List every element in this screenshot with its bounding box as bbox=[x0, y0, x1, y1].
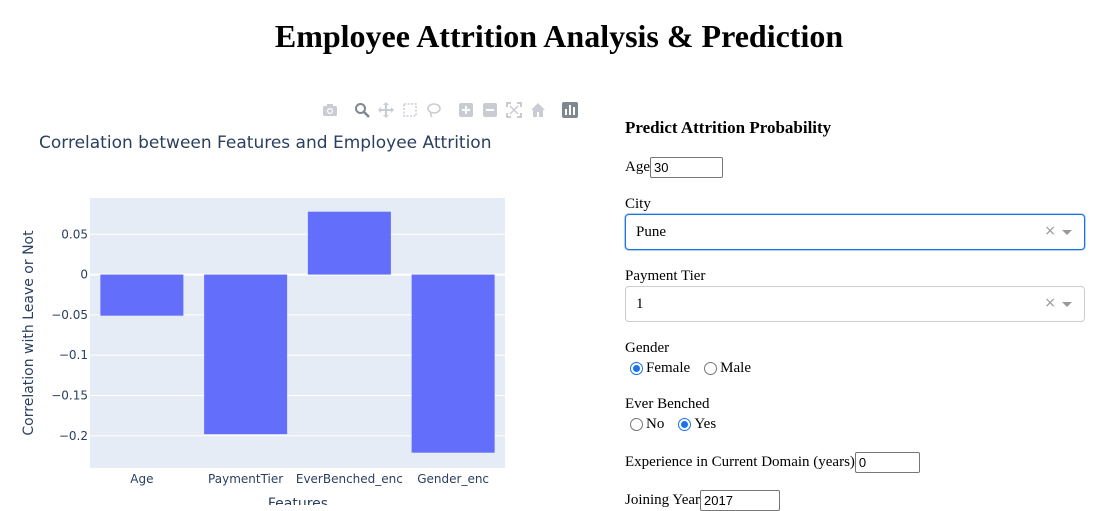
payment-tier-dropdown[interactable]: 1 × bbox=[625, 286, 1085, 322]
payment-tier-label-row: Payment Tier bbox=[625, 268, 705, 285]
payment-tier-clear-icon[interactable]: × bbox=[1044, 295, 1056, 311]
box-select-icon[interactable] bbox=[400, 100, 420, 120]
correlation-bar-chart: Correlation between Features and Employe… bbox=[21, 133, 505, 505]
gender-label: Gender bbox=[625, 340, 670, 356]
joining-year-label: Joining Year bbox=[625, 492, 701, 508]
experience-label: Experience in Current Domain (years) bbox=[625, 454, 855, 470]
zoom-out-icon[interactable] bbox=[480, 100, 500, 120]
y-tick-label: −0.15 bbox=[51, 388, 88, 402]
joining-year-row: Joining Year bbox=[625, 490, 781, 511]
bar-everbenched-enc[interactable] bbox=[307, 211, 391, 275]
gender-radio-group: Female Male bbox=[630, 360, 765, 377]
camera-icon[interactable] bbox=[320, 100, 340, 120]
bar-paymenttier[interactable] bbox=[204, 274, 288, 435]
ever-benched-yes-label[interactable]: Yes bbox=[694, 416, 717, 432]
y-axis-title: Correlation with Leave or Not bbox=[21, 230, 37, 436]
city-dropdown[interactable]: Pune × bbox=[625, 214, 1085, 250]
payment-tier-chevron-down-icon[interactable] bbox=[1062, 302, 1072, 307]
chart-modebar bbox=[320, 100, 584, 120]
zoom-in-icon[interactable] bbox=[456, 100, 476, 120]
city-label-row: City bbox=[625, 196, 651, 213]
age-row: Age bbox=[625, 157, 723, 178]
payment-tier-selected-value: 1 bbox=[636, 295, 644, 312]
ever-benched-label-row: Ever Benched bbox=[625, 396, 710, 413]
y-tick-label: −0.05 bbox=[51, 308, 88, 322]
reset-axes-icon[interactable] bbox=[528, 100, 548, 120]
y-tick-label: −0.1 bbox=[59, 348, 88, 362]
form-heading: Predict Attrition Probability bbox=[625, 118, 832, 137]
bar-age[interactable] bbox=[100, 274, 184, 316]
plotly-logo-icon[interactable] bbox=[560, 100, 580, 120]
y-tick-label: 0.05 bbox=[61, 227, 88, 241]
city-chevron-down-icon[interactable] bbox=[1062, 230, 1072, 235]
age-input[interactable] bbox=[650, 157, 723, 178]
experience-row: Experience in Current Domain (years) bbox=[625, 452, 920, 473]
gender-male-radio[interactable] bbox=[704, 362, 718, 375]
pan-icon[interactable] bbox=[376, 100, 396, 120]
city-label: City bbox=[625, 196, 651, 212]
gender-female-radio[interactable] bbox=[630, 362, 643, 375]
zoom-icon[interactable] bbox=[352, 100, 372, 120]
ever-benched-no-label[interactable]: No bbox=[646, 416, 665, 432]
experience-input[interactable] bbox=[854, 452, 920, 473]
x-tick-label: Age bbox=[130, 472, 153, 486]
x-tick-label: Gender_enc bbox=[417, 472, 489, 486]
y-axis-ticks: 0.05 0 −0.05 −0.1 −0.15 −0.2 bbox=[51, 227, 88, 442]
gender-female-label[interactable]: Female bbox=[646, 360, 691, 376]
city-clear-icon[interactable]: × bbox=[1044, 223, 1056, 239]
age-label: Age bbox=[625, 159, 650, 175]
y-tick-label: −0.2 bbox=[59, 429, 88, 443]
lasso-select-icon[interactable] bbox=[424, 100, 444, 120]
x-axis-title: Features bbox=[268, 496, 328, 505]
y-tick-label: 0 bbox=[80, 268, 88, 282]
x-tick-label: EverBenched_enc bbox=[296, 472, 403, 486]
ever-benched-label: Ever Benched bbox=[625, 396, 710, 412]
bars bbox=[100, 211, 495, 453]
x-axis-ticks: Age PaymentTier EverBenched_enc Gender_enc bbox=[130, 472, 489, 486]
joining-year-input[interactable] bbox=[700, 490, 781, 511]
payment-tier-label: Payment Tier bbox=[625, 268, 706, 284]
city-selected-value: Pune bbox=[636, 223, 666, 240]
page-title: Employee Attrition Analysis & Prediction bbox=[274, 18, 844, 54]
autoscale-icon[interactable] bbox=[504, 100, 524, 120]
ever-benched-radio-group: No Yes bbox=[630, 416, 730, 433]
gender-male-label[interactable]: Male bbox=[720, 360, 751, 376]
gender-label-row: Gender bbox=[625, 340, 669, 357]
bar-gender-enc[interactable] bbox=[411, 274, 495, 453]
ever-benched-yes-radio[interactable] bbox=[678, 418, 692, 431]
chart-title: Correlation between Features and Employe… bbox=[39, 133, 491, 153]
x-tick-label: PaymentTier bbox=[208, 472, 283, 486]
ever-benched-no-radio[interactable] bbox=[630, 418, 643, 431]
